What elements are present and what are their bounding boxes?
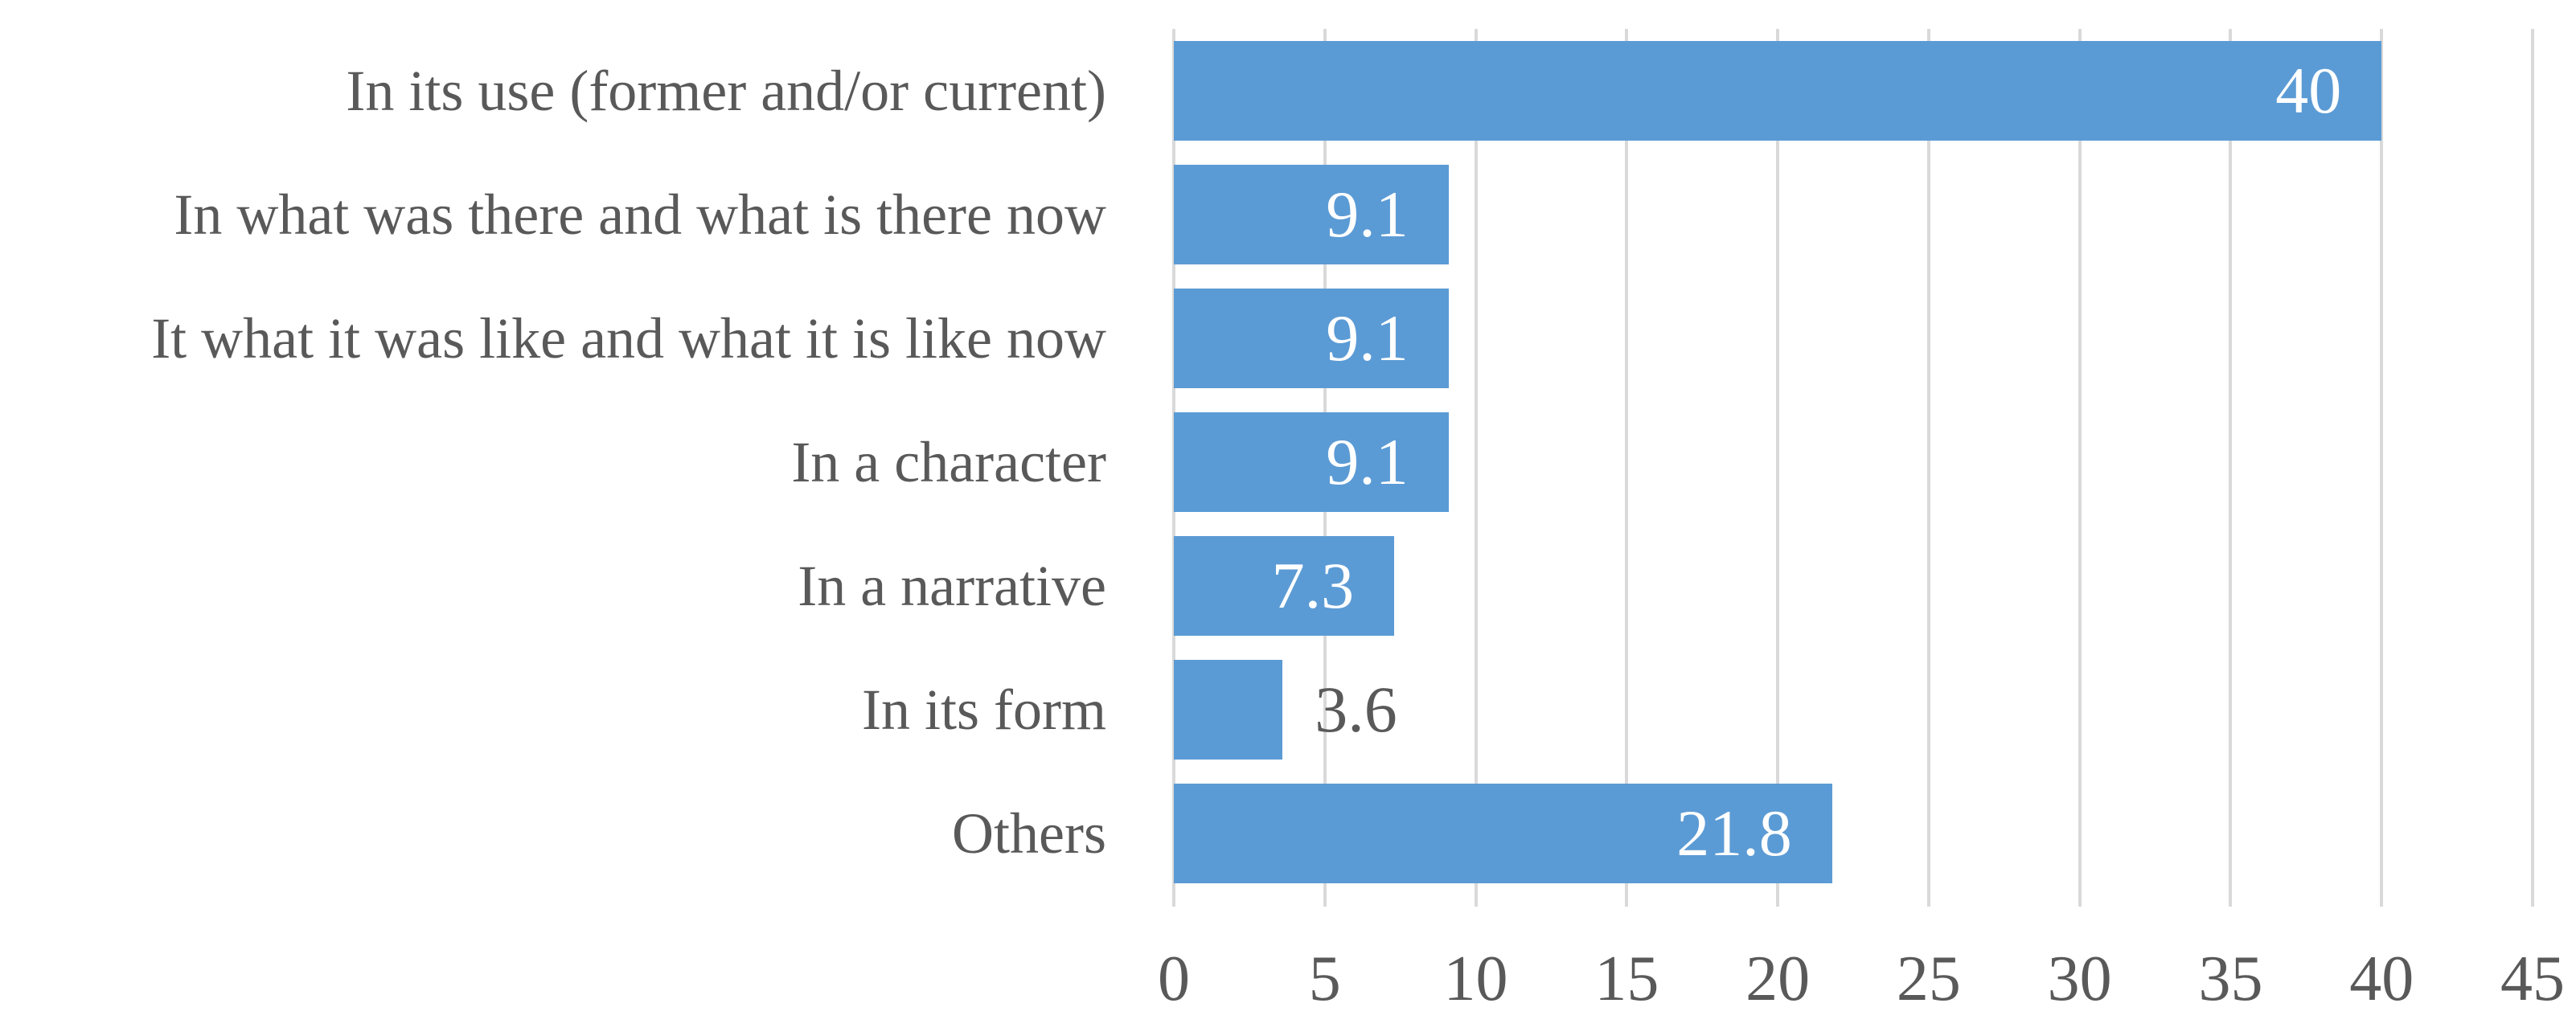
- value-label: 9.1: [1326, 425, 1409, 498]
- gridline-x-10: [1474, 29, 1478, 907]
- category-label: In its use (former and/or current): [346, 59, 1106, 123]
- bar-segment: 7.3: [1174, 536, 1395, 636]
- value-label: 3.6: [1315, 673, 1397, 746]
- bar-segment: 40: [1174, 41, 2382, 141]
- x-tick-label: 20: [1745, 944, 1811, 1014]
- gridline-x-40: [2380, 29, 2384, 907]
- bar-segment: 3.6: [1174, 660, 1397, 760]
- bar-segment: 21.8: [1174, 784, 1832, 883]
- gridline-x-35: [2229, 29, 2233, 907]
- category-label: In what was there and what is there now: [174, 182, 1106, 247]
- category-label: It what it was like and what it is like …: [151, 306, 1106, 371]
- category-label: In its form: [862, 678, 1106, 742]
- gridline-x-20: [1776, 29, 1780, 907]
- bar-row: 9.1: [1174, 276, 2533, 400]
- bar-row: 7.3: [1174, 524, 2533, 648]
- x-tick-label: 10: [1443, 944, 1508, 1014]
- category-label: Others: [952, 801, 1106, 866]
- bar-segment: 9.1: [1174, 289, 1449, 388]
- x-tick-label: 25: [1896, 944, 1961, 1014]
- x-tick-label: 30: [2047, 944, 2112, 1014]
- value-label: 9.1: [1326, 178, 1409, 251]
- x-axis-tick-labels: 0 5 10 15 20 25 30 35 40 45: [1158, 944, 2565, 1027]
- x-tick-label: 15: [1594, 944, 1659, 1014]
- x-tick-label: 35: [2198, 944, 2263, 1014]
- gridline-x-15: [1625, 29, 1629, 907]
- gridline-x-45: [2531, 29, 2534, 907]
- value-label: 21.8: [1676, 796, 1792, 870]
- bar-segment: 9.1: [1174, 165, 1449, 264]
- value-label: 7.3: [1271, 549, 1355, 622]
- bar-row: 9.1: [1174, 153, 2533, 276]
- plot-area: 40 9.1 9.1 9.1 7.3 3.6 21.8: [1172, 29, 2534, 907]
- x-tick-label: 45: [2500, 944, 2565, 1014]
- category-axis-labels: In its use (former and/or current) In wha…: [0, 29, 1140, 895]
- value-label: 9.1: [1326, 301, 1409, 375]
- x-tick-label: 40: [2349, 944, 2414, 1014]
- bar-row: 21.8: [1174, 772, 2533, 895]
- value-label: 40: [2275, 54, 2342, 127]
- gridline-x-30: [2078, 29, 2082, 907]
- bar-row: 3.6: [1174, 648, 2533, 772]
- bar-row: 40: [1174, 29, 2533, 153]
- category-label: In a character: [791, 430, 1106, 494]
- x-tick-label: 0: [1158, 944, 1190, 1014]
- bar-row: 9.1: [1174, 400, 2533, 524]
- bar-segment: 9.1: [1174, 412, 1449, 512]
- category-label: In a narrative: [798, 554, 1106, 618]
- gridline-x-25: [1926, 29, 1930, 907]
- x-tick-label: 5: [1308, 944, 1341, 1014]
